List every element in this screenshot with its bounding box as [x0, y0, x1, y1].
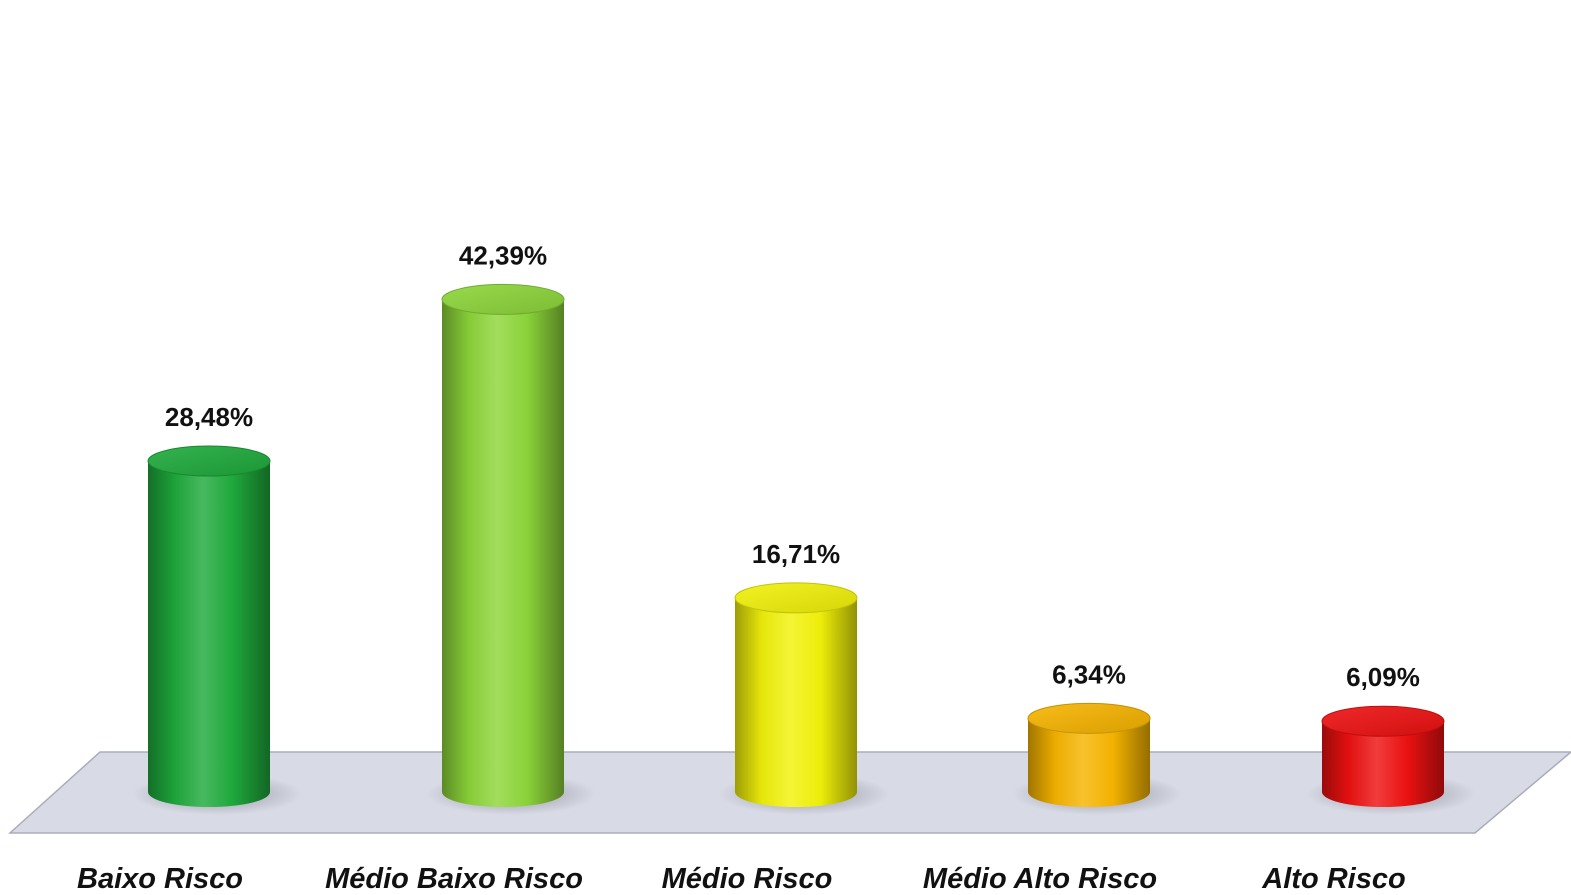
bar-body [1322, 721, 1444, 807]
bar-body [735, 597, 857, 807]
value-label: 6,34% [1052, 659, 1126, 689]
category-label: Médio Baixo Risco [325, 863, 583, 895]
category-label: Baixo Risco [77, 863, 243, 895]
bar-top-cap [734, 582, 858, 614]
bar-top-cap [1027, 702, 1151, 734]
value-label: 28,48% [165, 402, 253, 432]
bar-top-cap [1321, 705, 1445, 737]
value-label: 6,09% [1346, 662, 1420, 692]
value-label: 42,39% [459, 240, 547, 270]
bar-4 [1027, 702, 1151, 807]
category-labels-group: Baixo Risco Médio Baixo Risco Médio Risco M… [77, 863, 1406, 895]
bar-body [1028, 718, 1150, 807]
bar-body [148, 461, 270, 807]
bar-top-cap [147, 445, 271, 477]
bar-body [442, 299, 564, 807]
category-label: Médio Risco [662, 863, 833, 895]
bar-5 [1321, 705, 1445, 807]
bar-3 [734, 582, 858, 807]
value-label: 16,71% [752, 539, 840, 569]
bar-top-cap [441, 283, 565, 315]
bar-1 [147, 445, 271, 807]
bar-2 [441, 283, 565, 807]
bars-group [132, 283, 1476, 815]
value-labels-group: 28,48% 42,39% 16,71% 6,34% 6,09% [165, 240, 1420, 692]
category-label: Alto Risco [1261, 863, 1405, 895]
category-label: Médio Alto Risco [923, 863, 1157, 895]
